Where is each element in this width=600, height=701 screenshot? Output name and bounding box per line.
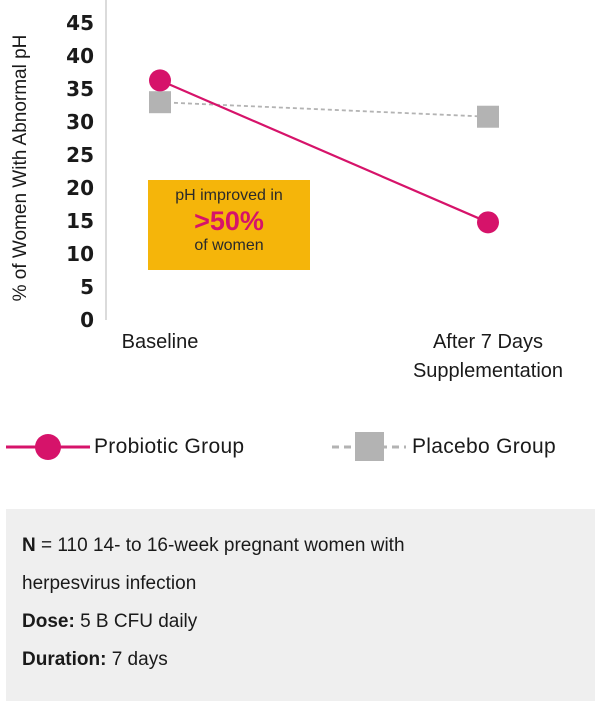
dose-line: Dose: 5 B CFU daily xyxy=(22,603,595,641)
legend-label-placebo: Placebo Group xyxy=(412,435,556,458)
callout-line-1: pH improved in xyxy=(175,187,283,204)
sample-size-text: = 110 14- to 16-week pregnant women with xyxy=(35,535,405,556)
probiotic-group-line xyxy=(159,79,489,224)
probiotic-group-point xyxy=(477,211,499,234)
dose-label: Dose: xyxy=(22,611,75,632)
x-category-label: Baseline xyxy=(122,331,199,353)
callout-line-3: of women xyxy=(194,237,264,254)
y-tick-label: 10 xyxy=(66,242,94,266)
y-tick-label: 5 xyxy=(80,275,94,299)
legend-label-probiotic: Probiotic Group xyxy=(94,435,245,458)
y-tick-label: 45 xyxy=(66,11,94,35)
y-tick-label: 20 xyxy=(66,176,94,200)
sample-size-line: N = 110 14- to 16-week pregnant women wi… xyxy=(22,527,595,565)
callout-percentage: >50% xyxy=(194,206,264,236)
y-tick-label: 30 xyxy=(66,110,94,134)
probiotic-group-point xyxy=(149,69,171,92)
study-info-box: N = 110 14- to 16-week pregnant women wi… xyxy=(6,509,595,701)
y-tick-label: 35 xyxy=(66,77,94,101)
improvement-callout: pH improved in >50% of women xyxy=(148,180,310,270)
placebo-group-point xyxy=(149,91,171,114)
sample-size-label: N xyxy=(22,535,36,556)
duration-label: Duration: xyxy=(22,649,107,670)
legend-item-probiotic: Probiotic Group xyxy=(6,425,244,469)
placebo-group-point xyxy=(477,105,499,128)
y-tick-label: 40 xyxy=(66,44,94,68)
y-tick-label: 0 xyxy=(80,308,94,332)
sample-size-line-2: herpesvirus infection xyxy=(22,573,197,594)
probiotic-marker-icon xyxy=(6,434,90,460)
duration-text: 7 days xyxy=(106,649,168,670)
duration-line: Duration: 7 days xyxy=(22,641,595,679)
placebo-group-line xyxy=(159,101,489,118)
y-tick-label: 25 xyxy=(66,143,94,167)
legend-item-placebo: Placebo Group xyxy=(330,425,556,469)
x-category-label: After 7 Days Supplementation xyxy=(413,331,563,382)
chart-legend: Probiotic Group Placebo Group xyxy=(0,425,600,469)
y-tick-label: 15 xyxy=(66,209,94,233)
dose-text: 5 B CFU daily xyxy=(74,611,198,632)
y-axis-title: % of Women With Abnormal pH xyxy=(10,35,31,302)
placebo-marker-icon xyxy=(332,432,406,461)
line-chart: % of Women With Abnormal pH 0 5 10 15 20 25 30 3… xyxy=(10,0,563,382)
